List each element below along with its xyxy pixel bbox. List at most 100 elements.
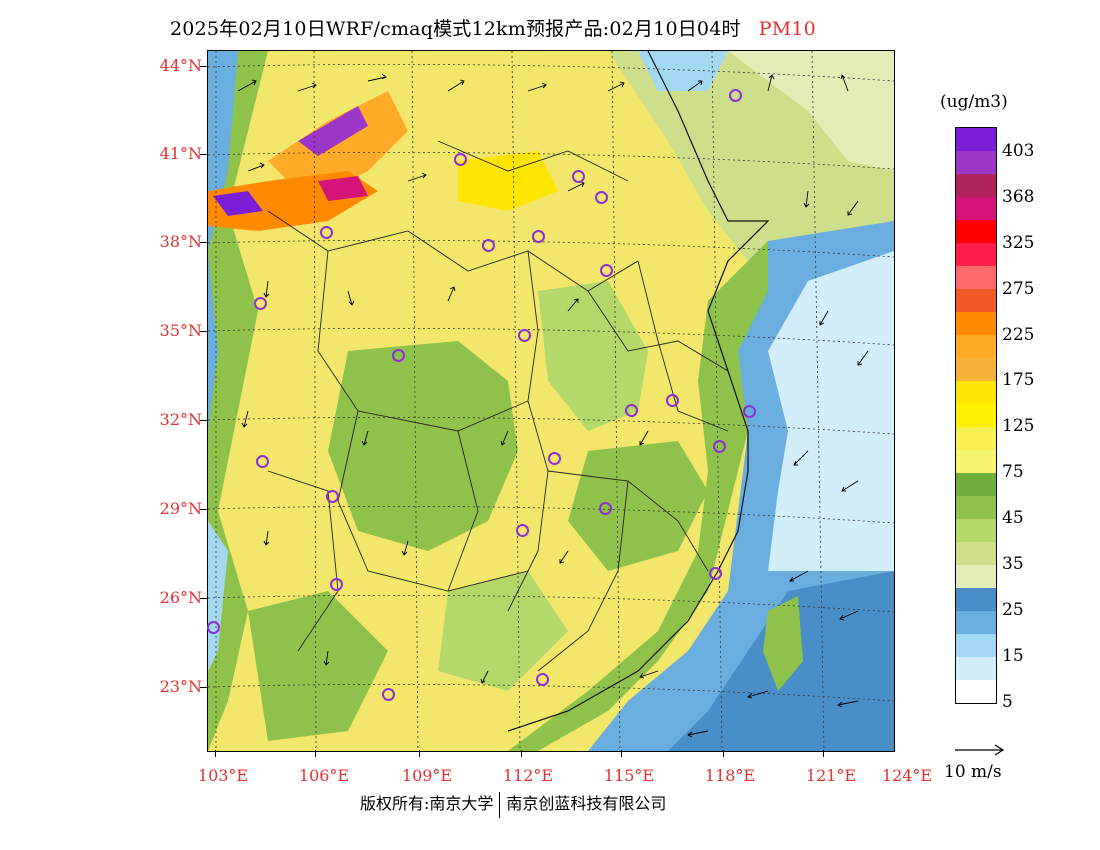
wind-vectors: [237, 73, 869, 738]
lat-label-26: 26°N: [159, 588, 202, 607]
lat-label-38: 38°N: [159, 232, 202, 251]
legend-swatch: [956, 151, 996, 174]
legend-swatch: [956, 565, 996, 588]
legend-swatch: [956, 657, 996, 680]
wind-reference-label: 10 m/s: [944, 762, 1002, 782]
city-marker: [599, 502, 612, 515]
legend-swatch: [956, 634, 996, 657]
legend-swatch: [956, 220, 996, 243]
north-yellow-patch: [458, 151, 558, 211]
legend-swatch: [956, 335, 996, 358]
legend-label: 15: [1002, 646, 1024, 666]
lon-label-115: 115°E: [603, 766, 655, 785]
title-main: 2025年02月10日WRF/cmaq模式12km预报产品:02月10日04时: [170, 18, 741, 40]
province-borders: [267, 140, 729, 672]
northeast-blue-patch: [638, 51, 728, 91]
legend-swatch: [956, 542, 996, 565]
legend-label: 368: [1002, 187, 1035, 207]
lon-tick: [823, 750, 824, 757]
city-marker: [382, 688, 395, 701]
lon-tick: [521, 750, 522, 757]
legend-swatch: [956, 404, 996, 427]
city-marker: [600, 264, 613, 277]
map-canvas: [208, 51, 894, 751]
lon-label-112: 112°E: [502, 766, 554, 785]
legend-swatch: [956, 243, 996, 266]
legend-swatch: [956, 588, 996, 611]
city-marker: [666, 394, 679, 407]
legend-label: 35: [1002, 554, 1024, 574]
northeast-pale: [728, 51, 894, 171]
ocean-light-blue: [768, 251, 894, 571]
credit-divider: [499, 791, 501, 818]
lon-tick: [621, 750, 622, 757]
coastline: [507, 51, 770, 732]
legend-label: 5: [1002, 692, 1013, 712]
legend-swatch: [956, 266, 996, 289]
credit-left: 版权所有:南京大学: [360, 794, 494, 813]
graticule: [208, 51, 894, 751]
lat-tick: [200, 598, 207, 599]
legend-swatch: [956, 381, 996, 404]
map-title: 2025年02月10日WRF/cmaq模式12km预报产品:02月10日04时 P…: [170, 14, 816, 41]
lon-label-121: 121°E: [805, 766, 857, 785]
city-marker: [743, 405, 756, 418]
city-marker: [256, 455, 269, 468]
city-marker: [595, 191, 608, 204]
legend-label: 403: [1002, 141, 1035, 161]
wind-reference-arrow: [955, 744, 1005, 756]
lat-tick: [200, 331, 207, 332]
legend-label: 325: [1002, 233, 1035, 253]
title-variable: PM10: [758, 18, 816, 40]
lon-label-124: 124°E: [881, 766, 933, 785]
legend-label: 175: [1002, 370, 1035, 390]
north-purple-core: [298, 106, 368, 156]
legend-swatch: [956, 680, 996, 703]
coastal-green-belt: [508, 241, 768, 751]
lat-label-32: 32°N: [159, 410, 202, 429]
city-marker: [320, 226, 333, 239]
city-marker: [254, 297, 267, 310]
lon-tick: [315, 750, 316, 757]
legend-swatch: [956, 496, 996, 519]
credit-right: 南京创蓝科技有限公司: [506, 794, 667, 813]
city-marker: [326, 490, 339, 503]
lat-label-23: 23°N: [159, 677, 202, 696]
lat-label-35: 35°N: [159, 321, 202, 340]
legend-label: 125: [1002, 416, 1035, 436]
northwest-purple-core: [213, 191, 263, 216]
west-blue-band: [208, 51, 238, 431]
central-green: [538, 281, 648, 431]
city-marker: [572, 170, 585, 183]
guangxi-green: [438, 571, 568, 691]
credit-line: 版权所有:南京大学 南京创蓝科技有限公司: [360, 790, 666, 818]
lon-tick: [723, 750, 724, 757]
legend-swatch: [956, 174, 996, 197]
lon-label-109: 109°E: [401, 766, 453, 785]
lon-tick: [215, 750, 216, 757]
city-marker: [536, 673, 549, 686]
lat-label-44: 44°N: [159, 56, 202, 75]
south-green: [248, 591, 388, 741]
city-marker: [392, 349, 405, 362]
legend-swatch: [956, 289, 996, 312]
lat-label-41: 41°N: [159, 144, 202, 163]
legend-swatch: [956, 128, 996, 151]
legend-label: 45: [1002, 508, 1024, 528]
legend-swatch: [956, 427, 996, 450]
lat-tick: [200, 66, 207, 67]
legend-swatch: [956, 519, 996, 542]
forecast-map: [207, 50, 895, 752]
lon-tick: [419, 750, 420, 757]
lon-label-118: 118°E: [704, 766, 756, 785]
legend-swatch: [956, 611, 996, 634]
city-marker: [532, 230, 545, 243]
legend-swatch: [956, 473, 996, 496]
legend-unit: (ug/m3): [940, 92, 1008, 112]
city-marker: [516, 524, 529, 537]
jiangxi-green: [568, 441, 708, 571]
sichuan-green: [328, 341, 518, 551]
lat-label-29: 29°N: [159, 499, 202, 518]
city-marker: [454, 153, 467, 166]
northwest-magenta-core: [318, 176, 368, 201]
